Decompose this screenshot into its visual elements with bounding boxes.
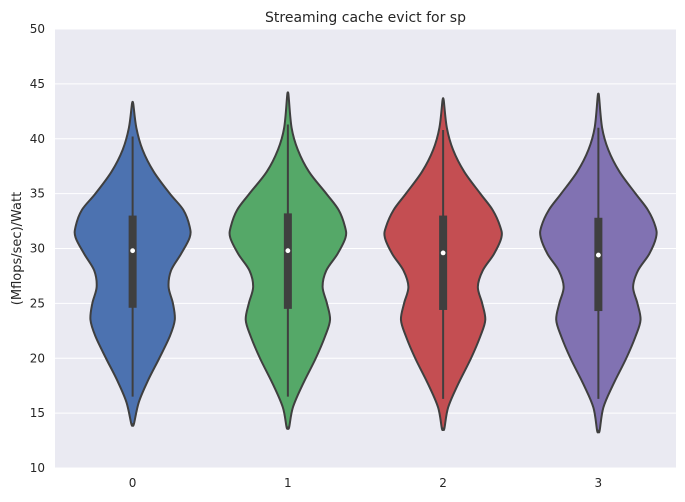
y-tick-label: 50: [30, 22, 45, 36]
y-tick-label: 45: [30, 77, 45, 91]
y-tick-label: 20: [30, 351, 45, 365]
violin-iqr-box: [129, 216, 137, 308]
violin-median-dot: [130, 248, 135, 253]
y-tick-label: 15: [30, 406, 45, 420]
x-tick-label: 0: [129, 476, 137, 490]
y-axis-ticks: 10 15 20 25 30 35 40 45 50: [30, 22, 45, 475]
x-tick-label: 1: [284, 476, 292, 490]
y-tick-label: 25: [30, 296, 45, 310]
violin-iqr-box: [594, 218, 602, 311]
y-tick-label: 10: [30, 461, 45, 475]
x-tick-label: 3: [595, 476, 603, 490]
violin-median-dot: [285, 248, 290, 253]
violin-iqr-box: [284, 213, 292, 308]
y-tick-label: 35: [30, 187, 45, 201]
x-axis-ticks: 0 1 2 3: [129, 476, 602, 490]
chart-title: Streaming cache evict for sp: [265, 10, 466, 26]
violin-median-dot: [596, 253, 601, 258]
violin-iqr-box: [439, 216, 447, 310]
y-axis-label: (Mflops/sec)/Watt: [10, 192, 25, 305]
y-tick-label: 30: [30, 242, 45, 256]
y-tick-label: 40: [30, 132, 45, 146]
x-tick-label: 2: [439, 476, 447, 490]
violin-median-dot: [441, 250, 446, 255]
